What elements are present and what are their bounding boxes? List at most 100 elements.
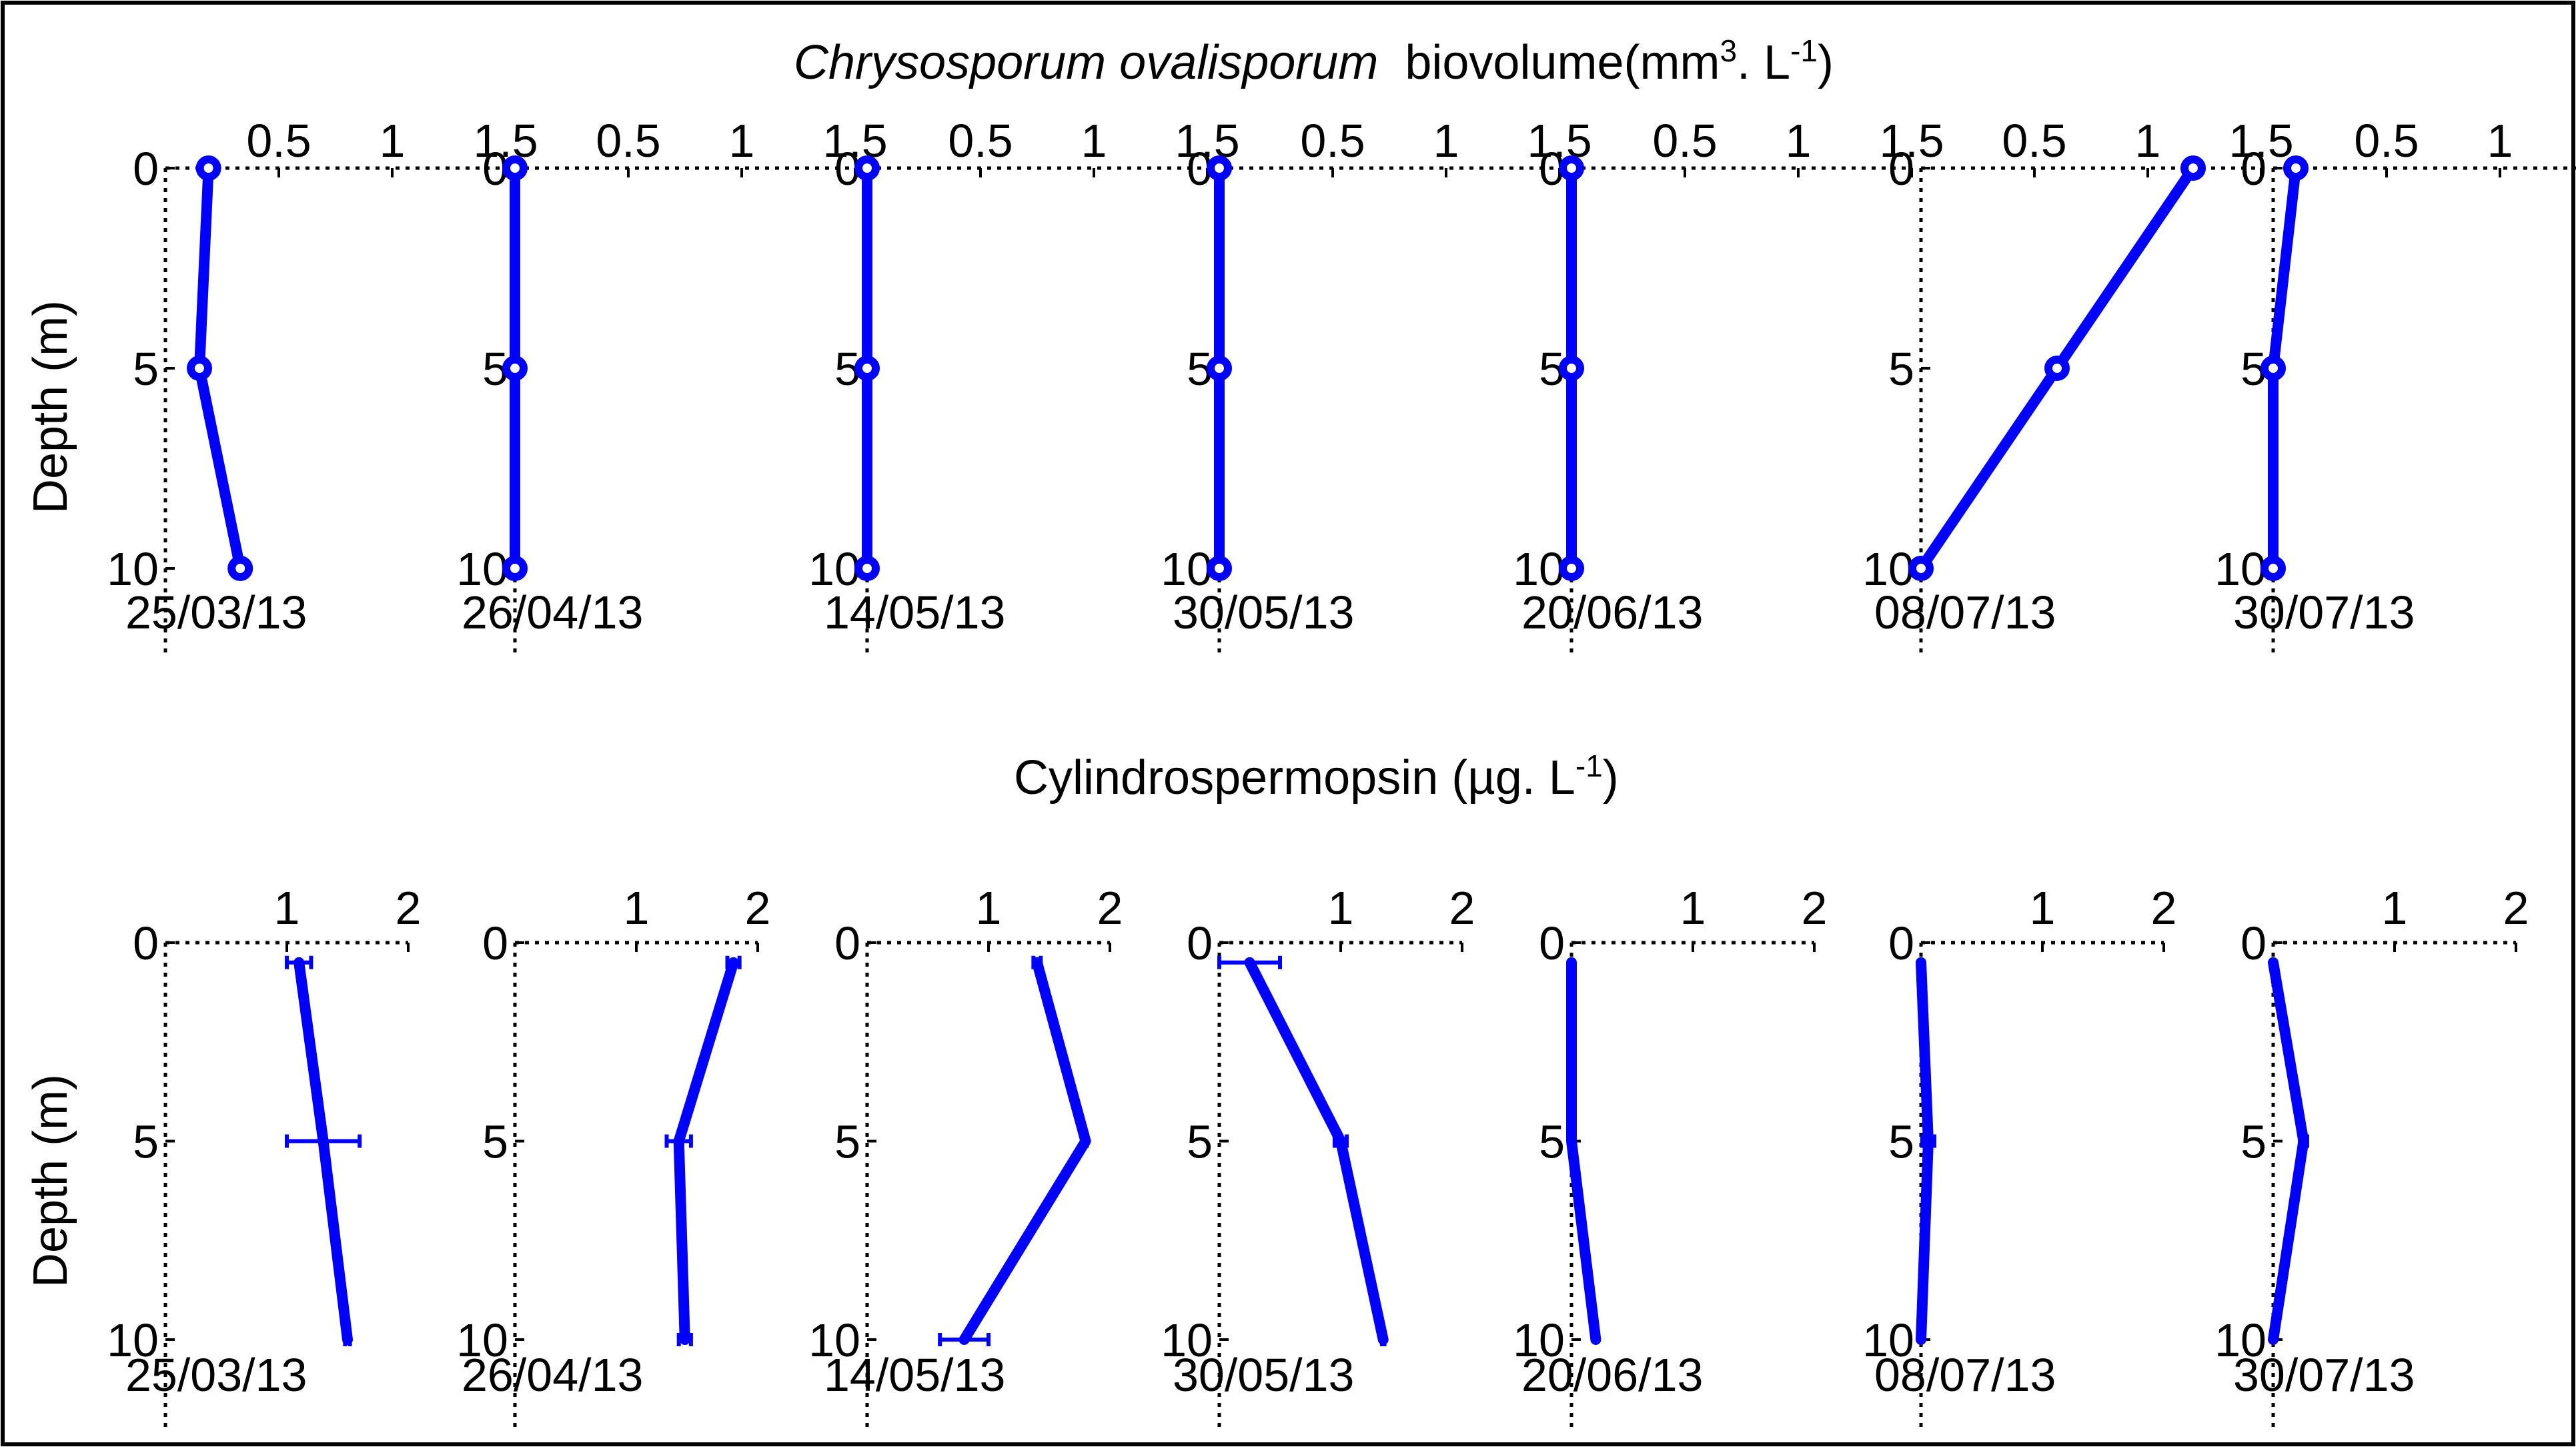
value-tick-label-1.5: 1.5 (2228, 115, 2293, 167)
data-point-marker (227, 556, 253, 581)
data-point-marker (1559, 155, 1584, 181)
value-tick-label-2: 2 (396, 882, 422, 934)
value-tick-label-2: 2 (2151, 882, 2177, 934)
depth-tick-label-10: 10 (808, 1314, 860, 1366)
depth-tick-label-5: 5 (1888, 343, 1914, 395)
data-point-marker (854, 155, 880, 181)
depth-tick-label-10: 10 (2214, 1314, 2267, 1366)
value-tick-label-1.5: 1.5 (1527, 115, 1591, 167)
value-tick-label-2: 2 (1802, 882, 1828, 934)
cylindrospermopsin-panel-5: 0 5 10 1 2 20/06/13 (1513, 882, 1827, 1428)
date-label: 08/07/13 (1874, 586, 2056, 638)
series-line (958, 957, 1091, 1345)
depth-tick-label-0: 0 (2240, 143, 2267, 195)
depth-tick-label-5: 5 (2240, 1116, 2267, 1168)
depth-tick-label-5: 5 (1539, 1116, 1565, 1168)
date-label: 14/05/13 (824, 1349, 1005, 1401)
value-tick-label-0.5: 0.5 (246, 115, 311, 167)
depth-tick-label-10: 10 (107, 1314, 159, 1366)
data-point-marker (2261, 556, 2286, 581)
top-title-sup1: 3 (1720, 33, 1737, 68)
value-tick-label-1: 1 (2030, 882, 2056, 934)
series-line (673, 957, 739, 1345)
date-label: 30/07/13 (2233, 586, 2415, 638)
depth-tick-label-10: 10 (456, 1314, 508, 1366)
date-label: 30/05/13 (1173, 1349, 1354, 1401)
cylindrospermopsin-panel-6: 0 5 10 1 2 08/07/13 (1862, 882, 2176, 1428)
value-tick-label-1: 1 (976, 882, 1002, 934)
depth-tick-label-0: 0 (1539, 917, 1565, 969)
cylindrospermopsin-panel-3: 0 5 10 1 2 14/05/13 (808, 882, 1123, 1428)
cylindrospermopsin-panel-7: 0 5 10 1 2 30/07/13 (2214, 882, 2529, 1428)
depth-tick-label-10: 10 (1862, 543, 1914, 595)
date-label: 08/07/13 (1874, 1349, 2056, 1401)
value-tick-label-1: 1 (1328, 882, 1354, 934)
date-label: 25/03/13 (125, 1349, 307, 1401)
depth-tick-label-10: 10 (1161, 1314, 1213, 1366)
depth-tick-label-10: 10 (1161, 543, 1213, 595)
bottom-y-axis-label: Depth (m) (24, 1074, 77, 1288)
date-label: 26/04/13 (462, 1349, 643, 1401)
data-point-marker (502, 556, 528, 581)
depth-tick-label-10: 10 (1513, 1314, 1565, 1366)
bottom-title-quantity: Cylindrospermopsin (µg. L (1014, 751, 1575, 805)
depth-tick-label-0: 0 (1187, 917, 1213, 969)
depth-tick-label-10: 10 (808, 543, 860, 595)
cylindrospermopsin-panel-4: 0 5 10 1 2 30/05/13 (1161, 882, 1475, 1428)
value-tick-label-1: 1 (380, 115, 406, 167)
value-tick-label-0.5: 0.5 (948, 115, 1013, 167)
value-tick-label-0.5: 0.5 (2002, 115, 2066, 167)
bottom-section-title: Cylindrospermopsin (µg. L-1) (1014, 749, 1619, 805)
depth-tick-label-5: 5 (133, 343, 159, 395)
value-tick-label-2: 2 (2503, 882, 2529, 934)
biovolume-panel-5: 0 5 10 0.5 1 1.5 20/06/13 (1513, 115, 1944, 654)
value-tick-label-2: 2 (1449, 882, 1475, 934)
biovolume-panel-1: 0 5 10 0.5 1 1.5 25/03/13 (107, 115, 538, 654)
biovolume-panel-6: 0 5 10 0.5 1 1.5 08/07/13 (1862, 115, 2294, 654)
data-point-marker (854, 356, 880, 381)
depth-tick-label-0: 0 (1888, 917, 1914, 969)
top-title-species: Chrysosporum ovalisporum (794, 36, 1378, 89)
date-label: 20/06/13 (1521, 1349, 1703, 1401)
data-point-marker (195, 155, 221, 181)
depth-tick-label-5: 5 (133, 1116, 159, 1168)
depth-tick-label-10: 10 (1862, 1314, 1914, 1366)
value-tick-label-1: 1 (2135, 115, 2161, 167)
value-tick-label-0.5: 0.5 (596, 115, 660, 167)
data-point-marker (1559, 556, 1584, 581)
cylindrospermopsin-panel-1: 0 5 10 1 2 25/03/13 (107, 882, 421, 1428)
depth-tick-label-0: 0 (834, 917, 860, 969)
value-tick-label-2: 2 (745, 882, 771, 934)
data-point-marker (2044, 356, 2070, 381)
value-tick-label-1: 1 (1081, 115, 1107, 167)
value-tick-label-1.5: 1.5 (473, 115, 538, 167)
value-tick-label-1: 1 (1680, 882, 1706, 934)
series-line (2268, 957, 2309, 1345)
cylindrospermopsin-panel-2: 0 5 10 1 2 26/04/13 (456, 882, 770, 1428)
value-tick-label-1: 1 (274, 882, 300, 934)
depth-tick-label-5: 5 (1187, 1116, 1213, 1168)
value-tick-label-1.5: 1.5 (1879, 115, 1944, 167)
value-tick-label-2: 2 (1097, 882, 1123, 934)
value-tick-label-0.5: 0.5 (1652, 115, 1717, 167)
depth-tick-label-0: 0 (133, 143, 159, 195)
depth-tick-label-10: 10 (1513, 543, 1565, 595)
value-tick-label-1: 1 (2487, 115, 2513, 167)
top-title-quantity: biovolume(mm (1405, 36, 1720, 89)
data-point-marker (2180, 155, 2206, 181)
date-label: 20/06/13 (1521, 586, 1703, 638)
value-tick-label-0.5: 0.5 (2354, 115, 2419, 167)
value-tick-label-1: 1 (624, 882, 650, 934)
date-label: 14/05/13 (824, 586, 1005, 638)
value-tick-label-1: 1 (1433, 115, 1459, 167)
data-point-marker (1207, 356, 1232, 381)
value-tick-label-1: 1 (729, 115, 755, 167)
depth-tick-label-5: 5 (1888, 1116, 1914, 1168)
